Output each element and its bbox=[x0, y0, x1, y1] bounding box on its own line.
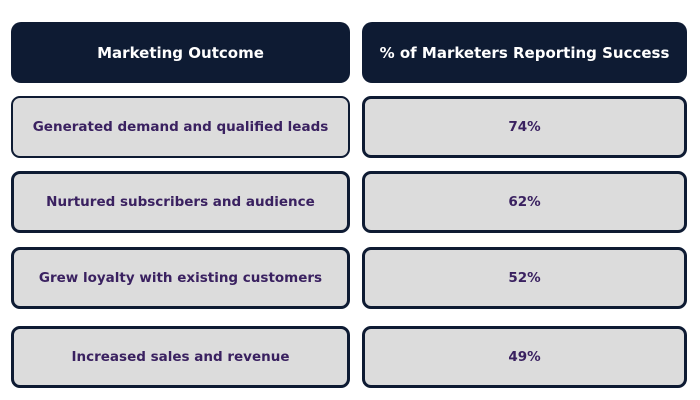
table-cell-outcome: Increased sales and revenue bbox=[11, 326, 350, 388]
table-cell-value: 52% bbox=[362, 247, 687, 309]
table-cell-value: 49% bbox=[362, 326, 687, 388]
table-cell-value: 62% bbox=[362, 171, 687, 233]
table-cell-outcome: Generated demand and qualified leads bbox=[11, 96, 350, 158]
table-cell-outcome: Grew loyalty with existing customers bbox=[11, 247, 350, 309]
column-header-outcome: Marketing Outcome bbox=[11, 22, 350, 83]
column-header-success: % of Marketers Reporting Success bbox=[362, 22, 687, 83]
table-cell-value: 74% bbox=[362, 96, 687, 158]
table-cell-outcome: Nurtured subscribers and audience bbox=[11, 171, 350, 233]
